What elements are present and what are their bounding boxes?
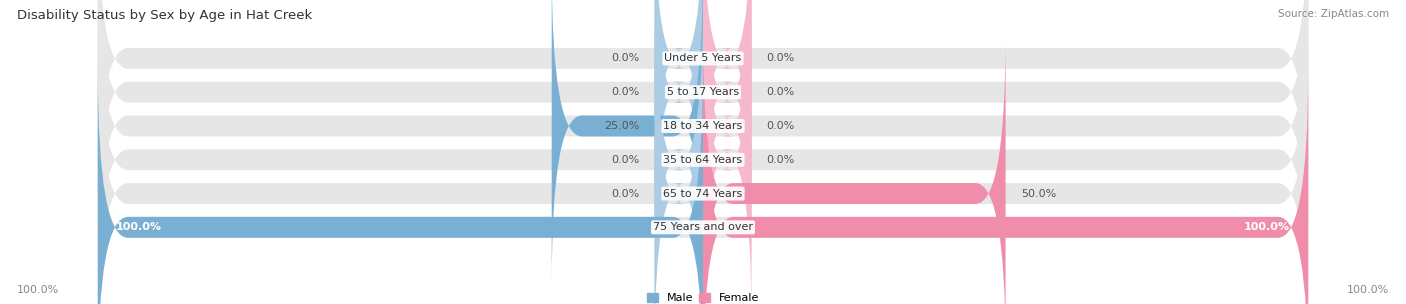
Text: 65 to 74 Years: 65 to 74 Years <box>664 188 742 199</box>
FancyBboxPatch shape <box>98 0 1308 250</box>
Text: Disability Status by Sex by Age in Hat Creek: Disability Status by Sex by Age in Hat C… <box>17 9 312 22</box>
FancyBboxPatch shape <box>655 0 703 217</box>
Text: 25.0%: 25.0% <box>605 121 640 131</box>
Text: 35 to 64 Years: 35 to 64 Years <box>664 155 742 165</box>
Text: 0.0%: 0.0% <box>612 188 640 199</box>
Legend: Male, Female: Male, Female <box>647 293 759 303</box>
Text: 18 to 34 Years: 18 to 34 Years <box>664 121 742 131</box>
FancyBboxPatch shape <box>703 0 751 250</box>
Text: 5 to 17 Years: 5 to 17 Years <box>666 87 740 97</box>
Text: 0.0%: 0.0% <box>766 87 794 97</box>
Text: 0.0%: 0.0% <box>612 87 640 97</box>
Text: 0.0%: 0.0% <box>766 121 794 131</box>
FancyBboxPatch shape <box>98 69 703 304</box>
FancyBboxPatch shape <box>703 0 751 217</box>
Text: 50.0%: 50.0% <box>1021 188 1056 199</box>
Text: Under 5 Years: Under 5 Years <box>665 54 741 64</box>
Text: 100.0%: 100.0% <box>1347 285 1389 295</box>
Text: 0.0%: 0.0% <box>766 155 794 165</box>
FancyBboxPatch shape <box>655 1 703 304</box>
FancyBboxPatch shape <box>703 69 1308 304</box>
FancyBboxPatch shape <box>655 35 703 304</box>
FancyBboxPatch shape <box>98 0 1308 285</box>
FancyBboxPatch shape <box>98 0 1308 217</box>
Text: 0.0%: 0.0% <box>766 54 794 64</box>
FancyBboxPatch shape <box>98 35 1308 304</box>
FancyBboxPatch shape <box>703 35 1005 304</box>
Text: 100.0%: 100.0% <box>1244 222 1291 232</box>
FancyBboxPatch shape <box>703 1 751 304</box>
FancyBboxPatch shape <box>703 0 751 285</box>
FancyBboxPatch shape <box>98 1 1308 304</box>
Text: 100.0%: 100.0% <box>17 285 59 295</box>
Text: 0.0%: 0.0% <box>612 155 640 165</box>
FancyBboxPatch shape <box>551 0 703 285</box>
Text: 75 Years and over: 75 Years and over <box>652 222 754 232</box>
Text: Source: ZipAtlas.com: Source: ZipAtlas.com <box>1278 9 1389 19</box>
FancyBboxPatch shape <box>98 69 1308 304</box>
FancyBboxPatch shape <box>655 0 703 250</box>
Text: 100.0%: 100.0% <box>115 222 162 232</box>
Text: 0.0%: 0.0% <box>612 54 640 64</box>
